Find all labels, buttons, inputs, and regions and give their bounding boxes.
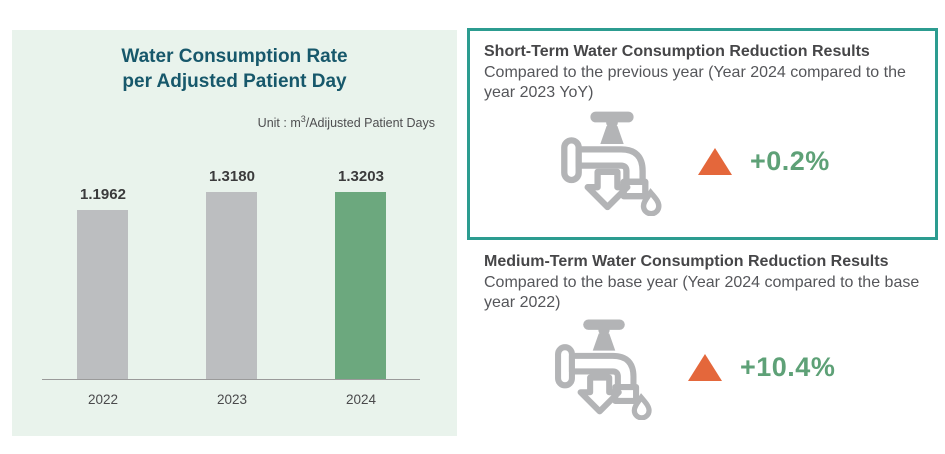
x-tick-2023: 2023	[216, 392, 248, 407]
water-drop-icon	[640, 187, 662, 216]
bar-value-2023: 1.3180	[209, 168, 255, 185]
unit-superscript: 3	[300, 114, 306, 124]
increase-triangle-icon	[688, 354, 722, 382]
short-term-title: Short-Term Water Consumption Reduction R…	[484, 43, 870, 60]
water-faucet-icon	[555, 319, 652, 420]
water-drop-icon	[631, 392, 652, 420]
unit-prefix: Unit : m	[257, 116, 301, 131]
bar-2022	[77, 210, 128, 379]
chart-unit-label: Unit : m3/Adijusted Patient Days	[258, 114, 435, 130]
bar-chart-plot-area: 1.1962 1.3180 1.3203	[42, 30, 420, 380]
short-term-subtitle: Compared to the previous year (Year 2024…	[484, 63, 906, 102]
water-faucet-icon	[561, 111, 662, 216]
x-tick-2022: 2022	[87, 392, 119, 407]
medium-term-title: Medium-Term Water Consumption Reduction …	[484, 253, 889, 270]
medium-term-delta-value: +10.4%	[740, 352, 836, 383]
medium-term-subtitle: Compared to the base year (Year 2024 com…	[484, 273, 920, 312]
short-term-delta-value: +0.2%	[750, 146, 830, 177]
chart-title-line2: per Adjusted Patient Day	[122, 71, 347, 93]
bar-value-2022: 1.1962	[80, 186, 126, 203]
medium-term-result-section: Medium-Term Water Consumption Reduction …	[470, 252, 935, 420]
chart-title: Water Consumption Rate per Adjusted Pati…	[12, 44, 457, 94]
x-tick-2024: 2024	[345, 392, 377, 407]
medium-term-metric-row: +10.4%	[552, 316, 921, 420]
water-consumption-chart-panel: Water Consumption Rate per Adjusted Pati…	[12, 30, 457, 436]
chart-title-line1: Water Consumption Rate	[121, 46, 348, 67]
unit-suffix: /Adijusted Patient Days	[305, 116, 435, 131]
increase-triangle-icon	[698, 148, 732, 176]
short-term-metric-row: +0.2%	[558, 108, 921, 216]
bar-2023	[206, 192, 257, 379]
short-term-result-card: Short-Term Water Consumption Reduction R…	[467, 28, 938, 240]
bar-value-2024: 1.3203	[338, 168, 384, 185]
bar-2024	[335, 192, 386, 379]
